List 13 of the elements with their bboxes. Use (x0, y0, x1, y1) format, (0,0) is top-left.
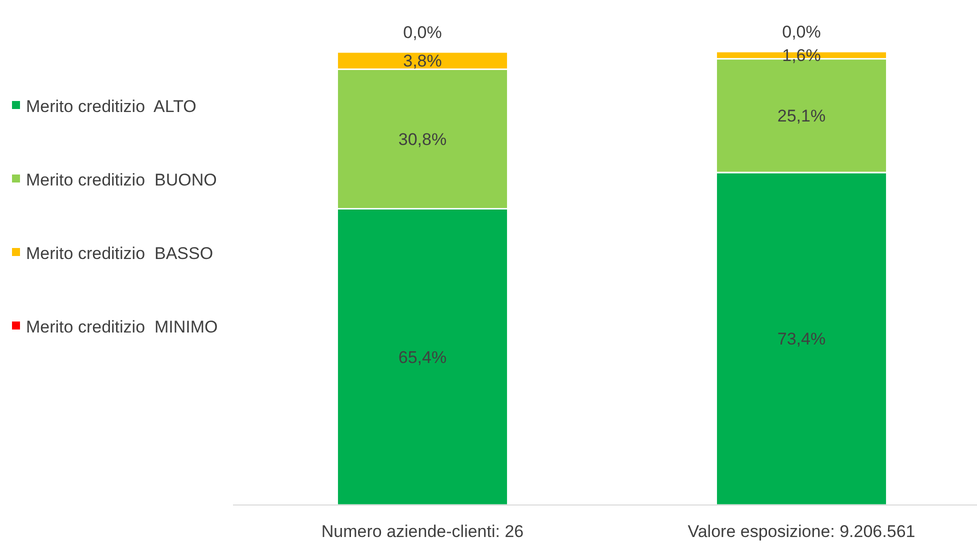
data-label: 0,0% (403, 23, 442, 42)
x-tick-label: Valore esposizione: 9.206.561 (688, 522, 916, 541)
data-label: 65,4% (398, 348, 447, 367)
legend-label: Merito creditizio BUONO (26, 170, 217, 190)
data-label: 25,1% (777, 106, 826, 126)
data-label: 3,8% (403, 52, 442, 71)
legend-label: Merito creditizio MINIMO (26, 318, 218, 336)
data-label: 30,8% (398, 130, 447, 149)
x-tick-label: Numero aziende-clienti: 26 (321, 522, 524, 541)
legend-label: Merito creditizio BASSO (26, 244, 214, 263)
data-label: 0,0% (782, 22, 821, 42)
legend-label: Merito creditizio ALTO (26, 97, 196, 116)
data-label: 73,4% (777, 330, 826, 349)
